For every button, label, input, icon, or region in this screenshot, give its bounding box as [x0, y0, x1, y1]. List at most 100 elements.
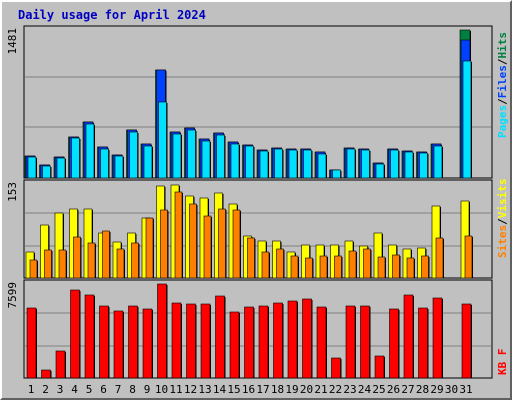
- pages-bar: [42, 165, 51, 179]
- sites-bar: [232, 209, 241, 279]
- legend-visits: Visits: [496, 179, 509, 219]
- sites-bar: [73, 236, 81, 279]
- sites-bar: [406, 257, 415, 279]
- pages-bar: [404, 151, 414, 179]
- kbytes-bar: [171, 302, 182, 379]
- x-axis-day-label: 23: [343, 383, 356, 396]
- sites-bar: [203, 215, 212, 279]
- sites-bar: [435, 237, 444, 279]
- kbytes-bar: [128, 305, 138, 379]
- kbytes-bar: [273, 302, 283, 379]
- sites-bar: [116, 248, 125, 279]
- sites-bar: [131, 242, 139, 279]
- pages-bar: [346, 148, 356, 179]
- pages-bar: [288, 149, 298, 179]
- pages-bar: [100, 148, 109, 179]
- kbytes-bar: [432, 297, 443, 379]
- kbytes-bar: [113, 310, 124, 379]
- x-axis-day-label: 5: [86, 383, 93, 396]
- sites-bar: [102, 230, 110, 279]
- legend-pages: Pages: [496, 105, 509, 138]
- y-axis-max-label: 153: [6, 182, 19, 202]
- pages-bar: [390, 149, 399, 179]
- legend-panel-3: KB F: [496, 349, 509, 376]
- sites-bar: [421, 255, 429, 279]
- x-axis-day-label: 17: [256, 383, 269, 396]
- kbytes-bar: [55, 350, 66, 379]
- x-axis-day-label: 1: [28, 383, 35, 396]
- sites-bar: [247, 237, 255, 279]
- sites-bar: [464, 235, 473, 279]
- x-axis-day-label: 24: [358, 383, 372, 396]
- x-axis-day-label: 18: [271, 383, 284, 396]
- sites-bar: [319, 255, 328, 279]
- kbytes-bar: [200, 303, 211, 379]
- kbytes-bar: [403, 294, 414, 379]
- chart-title: Daily usage for April 2024: [18, 8, 206, 22]
- pages-bar: [216, 134, 225, 179]
- pages-bar: [201, 140, 211, 179]
- sites-bar: [145, 217, 154, 279]
- x-axis-day-label: 19: [285, 383, 298, 396]
- sites-bar: [261, 251, 270, 279]
- pages-bar: [361, 149, 370, 179]
- x-axis-day-label: 7: [115, 383, 122, 396]
- legend-separator: /: [496, 58, 509, 65]
- x-axis-day-label: 8: [129, 383, 136, 396]
- pages-bar: [143, 145, 153, 179]
- x-axis-day-label: 31: [459, 383, 472, 396]
- sites-bar: [189, 203, 197, 279]
- x-axis-day-label: 10: [155, 383, 168, 396]
- kbytes-bar: [316, 306, 327, 379]
- kbytes-bar: [389, 308, 399, 379]
- legend-panel-1: Pages/Files/Hits: [496, 32, 509, 138]
- legend-separator: /: [496, 98, 509, 105]
- kbytes-bar: [374, 355, 385, 379]
- kbytes-bar: [157, 283, 167, 379]
- pages-bar: [187, 129, 196, 179]
- pages-bar: [85, 123, 95, 179]
- x-axis-day-label: 25: [372, 383, 385, 396]
- kbytes-bar: [70, 289, 80, 379]
- x-axis-day-label: 9: [144, 383, 151, 396]
- pages-bar: [230, 143, 240, 179]
- legend-hits: Hits: [496, 32, 509, 59]
- sites-bar: [392, 254, 400, 279]
- kbytes-bar: [99, 305, 109, 379]
- kbytes-bar: [302, 298, 312, 379]
- kbytes-bar: [461, 303, 472, 379]
- kbytes-bar: [41, 369, 51, 379]
- x-axis-day-label: 20: [300, 383, 313, 396]
- pages-bar: [375, 163, 385, 179]
- pages-bar: [114, 155, 124, 179]
- x-axis-day-label: 28: [416, 383, 429, 396]
- kbytes-bar: [84, 294, 95, 379]
- x-axis-day-label: 12: [184, 383, 197, 396]
- sites-bar: [44, 249, 52, 279]
- pages-bar: [56, 157, 66, 179]
- pages-bar: [158, 101, 167, 179]
- pages-bar: [27, 156, 37, 179]
- pages-bar: [433, 145, 443, 179]
- pages-bar: [462, 60, 472, 179]
- x-axis-day-label: 4: [71, 383, 78, 396]
- kbytes-bar: [345, 305, 356, 379]
- sites-bar: [276, 248, 284, 279]
- x-axis-day-label: 16: [242, 383, 255, 396]
- sites-bar: [305, 257, 313, 279]
- sites-bar: [160, 209, 168, 279]
- sites-bar: [29, 259, 38, 279]
- pages-bar: [332, 169, 341, 179]
- x-axis-day-label: 13: [198, 383, 211, 396]
- kbytes-bar: [418, 307, 428, 379]
- sites-bar: [58, 249, 67, 279]
- legend-sites: Sites: [496, 225, 509, 258]
- kbytes-bar: [360, 305, 370, 379]
- kbytes-bar: [287, 300, 298, 379]
- pages-bar: [71, 137, 80, 179]
- pages-bar: [245, 145, 254, 179]
- kbytes-bar: [331, 357, 341, 379]
- sites-bar: [218, 208, 226, 279]
